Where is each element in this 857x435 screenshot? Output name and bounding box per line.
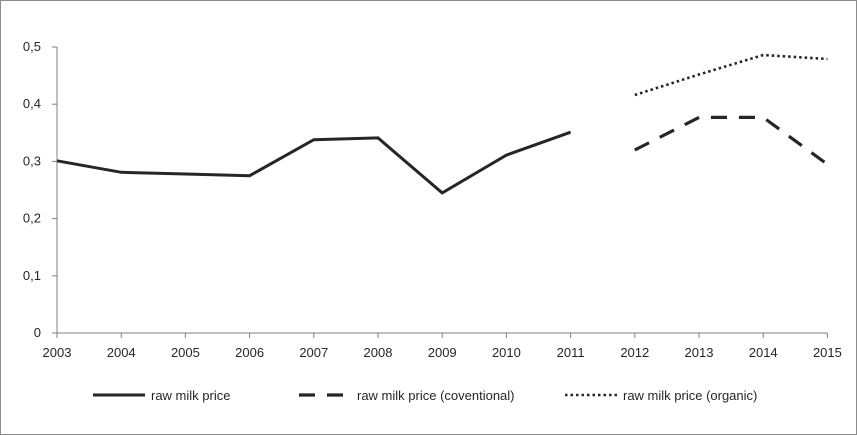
x-tick-label: 2008 (364, 345, 393, 360)
y-tick-label: 0 (34, 325, 41, 340)
x-tick-label: 2009 (428, 345, 457, 360)
y-tick-label: 0,5 (23, 39, 41, 54)
x-tick-label: 2007 (299, 345, 328, 360)
x-tick-label: 2005 (171, 345, 200, 360)
legend-label: raw milk price (coventional) (357, 388, 515, 403)
x-tick-label: 2015 (813, 345, 842, 360)
x-tick-label: 2003 (43, 345, 72, 360)
x-tick-label: 2013 (685, 345, 714, 360)
x-tick-label: 2006 (235, 345, 264, 360)
x-tick-label: 2012 (620, 345, 649, 360)
series-line-dashed (634, 115, 829, 166)
legend-label: raw milk price (organic) (623, 388, 757, 403)
y-tick-label: 0,3 (23, 153, 41, 168)
x-tick-label: 2011 (557, 345, 585, 360)
y-tick-label: 0,2 (23, 211, 41, 226)
series-line-solid (56, 130, 572, 195)
x-tick-label: 2004 (107, 345, 136, 360)
axes: 0 0,1 0,2 0,3 0,4 0,5 2003 2004 2005 2006 2007 2008… (23, 39, 842, 360)
x-tick-label: 2010 (492, 345, 521, 360)
y-tick-label: 0,1 (23, 268, 41, 283)
series-line-dotted (634, 53, 828, 97)
legend: raw milk price raw milk price (coventiona… (93, 388, 757, 403)
y-tick-label: 0,4 (23, 96, 41, 111)
x-tick-label: 2014 (749, 345, 778, 360)
series-layer (56, 53, 829, 195)
legend-label: raw milk price (151, 388, 230, 403)
